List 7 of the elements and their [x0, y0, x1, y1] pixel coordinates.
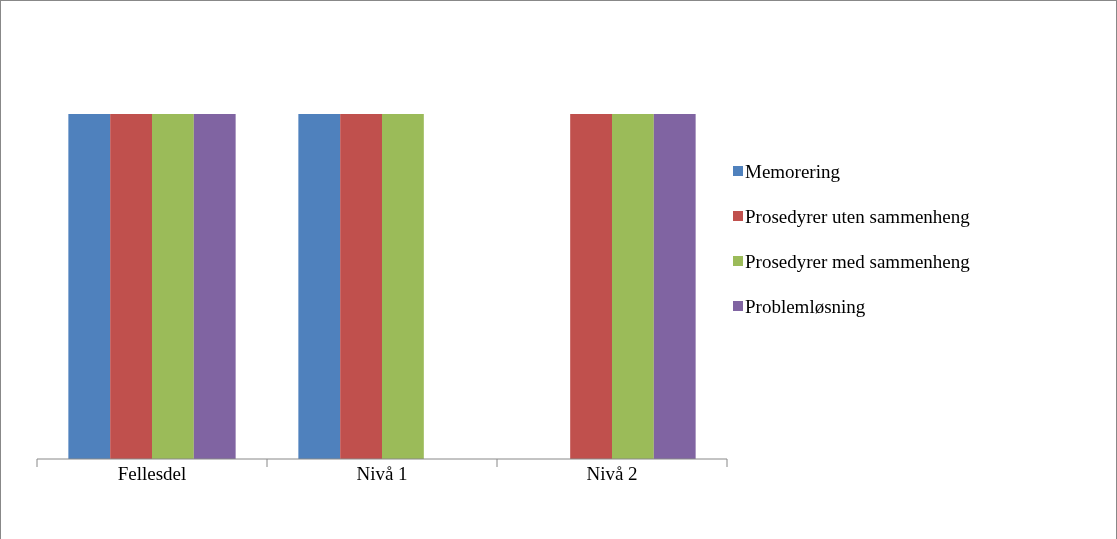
- legend-label: Prosedyrer med sammenheng: [745, 251, 971, 272]
- legend-label: Problemløsning: [745, 296, 866, 317]
- legend-label: Prosedyrer uten sammenheng: [745, 206, 971, 227]
- x-tick-label: Nivå 1: [356, 463, 408, 484]
- x-tick-label: Nivå 2: [586, 463, 638, 484]
- legend-label: Memorering: [745, 161, 841, 182]
- x-tick-label: Fellesdel: [117, 463, 187, 484]
